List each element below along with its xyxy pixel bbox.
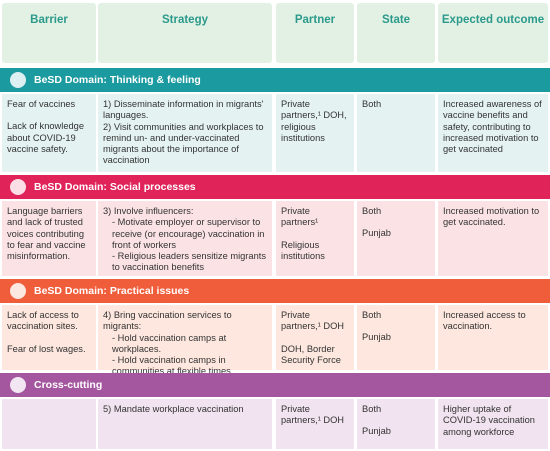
cell-text: Fear of vaccines <box>7 99 76 109</box>
table-cell <box>2 399 96 449</box>
table-cell: Fear of vaccines Lack of knowledge about … <box>2 94 96 172</box>
cell-text: Language barriers and lack of trusted vo… <box>7 206 86 262</box>
cell-text: Private partners,¹ DOH <box>281 404 345 426</box>
section-title: BeSD Domain: Practical issues <box>34 285 190 297</box>
section-band: Cross-cutting <box>0 373 550 397</box>
table-cell: Both <box>357 94 435 172</box>
section-icon <box>10 179 26 195</box>
cell-text: Both <box>362 206 382 216</box>
cell-text: 4) Bring vaccination services to migrant… <box>103 310 232 332</box>
table-cell: Increased access to vaccination. <box>438 305 548 370</box>
cell-text: Private partners,¹ DOH, religious instit… <box>281 99 347 143</box>
section-icon <box>10 72 26 88</box>
cell-text: Private partners,¹ DOH <box>281 310 345 332</box>
table-cell: Increased motivation to get vaccinated. <box>438 201 548 276</box>
cell-text: Lack of knowledge about COVID-19 vaccine… <box>7 121 85 154</box>
table-cell: 1) Disseminate information in migrants' … <box>98 94 272 172</box>
cell-text: 1) Disseminate information in migrants' … <box>103 99 264 121</box>
cell-text: Private partners¹ <box>281 206 319 228</box>
cell-text: Increased access to vaccination. <box>443 310 526 332</box>
column-header: Partner <box>276 3 354 63</box>
cell-text: Punjab <box>362 332 391 343</box>
section-title: BeSD Domain: Thinking & feeling <box>34 74 201 86</box>
cell-text: Increased awareness of vaccine benefits … <box>443 99 542 155</box>
section-icon <box>10 377 26 393</box>
cell-text: Punjab <box>362 426 391 437</box>
cell-text: - Hold vaccination camps at workplaces. <box>112 332 227 354</box>
table-cell: Both Punjab <box>357 399 435 449</box>
table-cell: 5) Mandate workplace vaccination <box>98 399 272 449</box>
table-cell: Private partners,¹ DOH DOH, Border Securi… <box>276 305 354 370</box>
section-band: BeSD Domain: Social processes <box>0 175 550 199</box>
cell-text: DOH, Border Security Force <box>281 343 341 365</box>
table-cell: Private partners,¹ DOH, religious instit… <box>276 94 354 172</box>
cell-text: Punjab <box>362 228 391 239</box>
column-header: Barrier <box>2 3 96 63</box>
column-header: State <box>357 3 435 63</box>
section-title: Cross-cutting <box>34 379 103 391</box>
cell-text: 3) Involve influencers: <box>103 206 194 216</box>
table-cell: Private partners¹ Religious institutions <box>276 201 354 276</box>
table-cell: Increased awareness of vaccine benefits … <box>438 94 548 172</box>
cell-text: Both <box>362 310 382 320</box>
table-cell: Language barriers and lack of trusted vo… <box>2 201 96 276</box>
column-header: Strategy <box>98 3 272 63</box>
cell-text: Increased motivation to get vaccinated. <box>443 206 540 228</box>
section-band: BeSD Domain: Practical issues <box>0 279 550 303</box>
cell-text: Higher uptake of COVID-19 vaccination am… <box>443 404 535 437</box>
table-cell: 4) Bring vaccination services to migrant… <box>98 305 272 376</box>
table-cell: Both Punjab <box>357 305 435 370</box>
table-cell: Lack of access to vaccination sites. Fear… <box>2 305 96 370</box>
table-cell: Both Punjab <box>357 201 435 276</box>
cell-text: Lack of access to vaccination sites. <box>7 310 79 332</box>
cell-text: - Religious leaders sensitize migrants t… <box>112 251 266 273</box>
section-icon <box>10 283 26 299</box>
cell-text: Fear of lost wages. <box>7 343 86 354</box>
cell-text: 5) Mandate workplace vaccination <box>103 404 244 414</box>
cell-text: 2) Visit communities and workplaces to r… <box>103 121 264 166</box>
table-cell: 3) Involve influencers: - Motivate employ… <box>98 201 272 276</box>
cell-text: Religious institutions <box>281 239 325 261</box>
cell-text: - Hold vaccination camps in communities … <box>112 355 231 377</box>
section-band: BeSD Domain: Thinking & feeling <box>0 68 550 92</box>
cell-text: - Motivate employer or supervisor to rec… <box>112 217 265 250</box>
column-header: Expected outcome <box>438 3 548 63</box>
cell-text: Both <box>362 404 382 414</box>
table-cell: Private partners,¹ DOH <box>276 399 354 449</box>
section-title: BeSD Domain: Social processes <box>34 181 196 193</box>
cell-text: Both <box>362 99 382 109</box>
table-cell: Higher uptake of COVID-19 vaccination am… <box>438 399 548 449</box>
